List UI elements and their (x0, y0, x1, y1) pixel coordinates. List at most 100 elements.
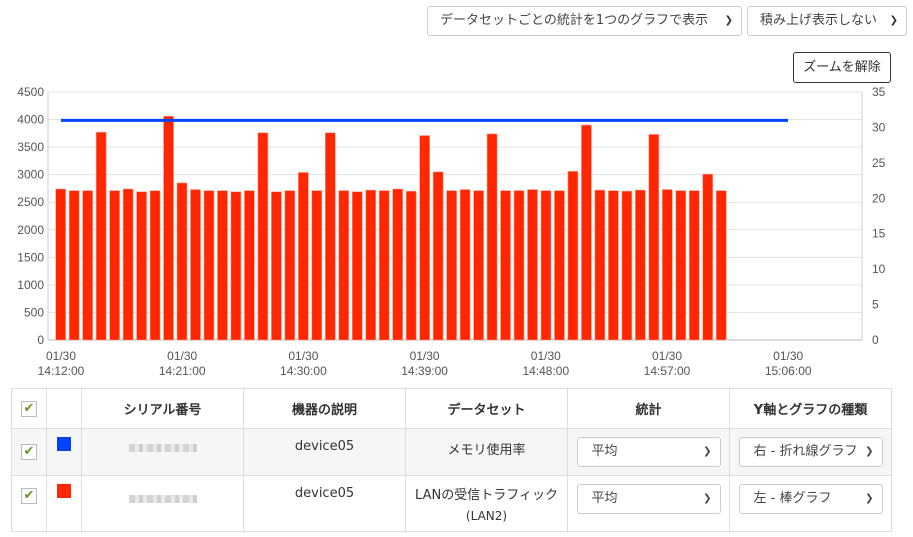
bar[interactable] (675, 190, 687, 341)
bar[interactable] (284, 190, 296, 341)
bar[interactable] (311, 190, 323, 341)
bar[interactable] (621, 190, 633, 341)
bar[interactable] (554, 190, 565, 341)
bar[interactable] (392, 188, 404, 341)
bar[interactable] (149, 190, 161, 341)
stat-select[interactable]: 平均 ❯ (576, 484, 721, 514)
bar[interactable] (581, 124, 592, 341)
axis-type-select[interactable]: 左 - 棒グラフ ❯ (738, 484, 883, 514)
bar[interactable] (486, 133, 498, 341)
dataset-cell: メモリ使用率 (405, 428, 568, 476)
bar[interactable] (176, 182, 188, 341)
bar[interactable] (122, 188, 134, 341)
row-checkbox[interactable]: ✔ (21, 488, 37, 504)
bar[interactable] (405, 190, 417, 341)
axis-type-value: 左 - 棒グラフ (753, 491, 832, 506)
bar[interactable] (203, 190, 215, 341)
stack-mode-value: 積み上げ表示しない (760, 13, 878, 28)
bar[interactable] (338, 190, 350, 341)
chevron-down-icon: ❯ (724, 15, 733, 26)
stat-value: 平均 (591, 444, 618, 459)
x-tick-date: 01/30 (410, 349, 440, 363)
row-checkbox[interactable]: ✔ (21, 444, 37, 460)
bar[interactable] (324, 132, 336, 341)
axis-type-value: 右 - 折れ線グラフ (753, 444, 858, 459)
bar[interactable] (648, 134, 660, 341)
device-cell: device05 (243, 428, 406, 476)
left-axis-tick: 3000 (17, 168, 44, 182)
bar[interactable] (271, 191, 282, 341)
bar[interactable] (351, 191, 363, 341)
stack-mode-select[interactable]: 積み上げ表示しない ❯ (747, 6, 907, 36)
bar[interactable] (163, 115, 174, 341)
bar[interactable] (567, 171, 579, 341)
bar[interactable] (95, 131, 107, 341)
bar[interactable] (432, 171, 444, 341)
bar[interactable] (500, 190, 511, 341)
device-header: 機器の説明 (243, 388, 406, 429)
stat-value: 平均 (591, 491, 618, 506)
bar[interactable] (257, 132, 269, 341)
serial-number-redacted (128, 495, 197, 503)
bar[interactable] (419, 135, 430, 341)
series-color-swatch (57, 437, 71, 451)
select-all-checkbox[interactable]: ✔ (21, 400, 37, 417)
reset-zoom-button[interactable]: ズームを解除 (793, 52, 891, 83)
series-color-swatch (57, 484, 71, 498)
bar[interactable] (365, 189, 377, 341)
bar[interactable] (136, 191, 147, 341)
bar[interactable] (459, 189, 471, 341)
x-tick-date: 01/30 (652, 349, 682, 363)
table-header-row: ✔ シリアル番号 機器の説明 データセット 統計 Y軸とグラフの種類 (11, 388, 892, 429)
bar[interactable] (190, 189, 201, 341)
chevron-down-icon: ❯ (865, 493, 874, 504)
x-tick-time: 14:21:00 (159, 364, 206, 378)
axis-type-select[interactable]: 右 - 折れ線グラフ ❯ (738, 437, 883, 467)
left-axis-tick: 500 (24, 305, 44, 319)
bar[interactable] (298, 172, 309, 341)
serial-number-redacted (128, 444, 197, 452)
display-mode-select[interactable]: データセットごとの統計を1つのグラフで表示 ❯ (427, 6, 742, 36)
bar[interactable] (446, 190, 457, 341)
bar[interactable] (473, 190, 484, 341)
bar[interactable] (68, 190, 80, 341)
bar[interactable] (594, 189, 606, 341)
x-tick-time: 14:30:00 (280, 364, 327, 378)
bar[interactable] (661, 189, 673, 341)
bar[interactable] (55, 188, 67, 341)
stat-select[interactable]: 平均 ❯ (576, 437, 721, 467)
bar[interactable] (608, 190, 619, 341)
x-tick-time: 14:12:00 (38, 364, 85, 378)
chevron-down-icon: ❯ (865, 446, 874, 457)
bar[interactable] (230, 191, 242, 341)
bar[interactable] (109, 190, 120, 341)
bar[interactable] (688, 190, 700, 341)
bar[interactable] (513, 190, 525, 341)
color-header (46, 388, 82, 429)
bar[interactable] (527, 189, 538, 341)
right-axis-tick: 15 (872, 227, 886, 241)
chart[interactable]: 0 500 1000 1500 2000 2500 3000 3500 4000 4500 0 5 10… (0, 80, 913, 380)
bar[interactable] (540, 190, 552, 341)
bar[interactable] (82, 190, 93, 341)
x-tick-date: 01/30 (46, 349, 76, 363)
left-axis-tick: 4500 (17, 85, 44, 99)
stat-header: 統計 (567, 388, 730, 429)
bar[interactable] (378, 190, 390, 341)
x-tick-time: 14:57:00 (644, 364, 691, 378)
right-axis-tick: 25 (872, 156, 886, 170)
device-cell: device05 (243, 475, 406, 532)
x-tick-time: 15:06:00 (765, 364, 812, 378)
axis-type-header: Y軸とグラフの種類 (729, 388, 892, 429)
bar[interactable] (635, 189, 646, 341)
right-axis-tick: 35 (872, 85, 886, 99)
chevron-down-icon: ❯ (703, 493, 712, 504)
bar[interactable] (715, 190, 727, 341)
dataset-subname: (LAN2) (465, 509, 508, 523)
dataset-table: ✔ シリアル番号 機器の説明 データセット 統計 Y軸とグラフの種類 ✔ dev… (11, 388, 892, 532)
bar[interactable] (217, 190, 228, 341)
bar[interactable] (244, 190, 255, 341)
x-tick-date: 01/30 (167, 349, 197, 363)
right-axis-tick: 5 (872, 298, 879, 312)
bar[interactable] (702, 173, 714, 341)
